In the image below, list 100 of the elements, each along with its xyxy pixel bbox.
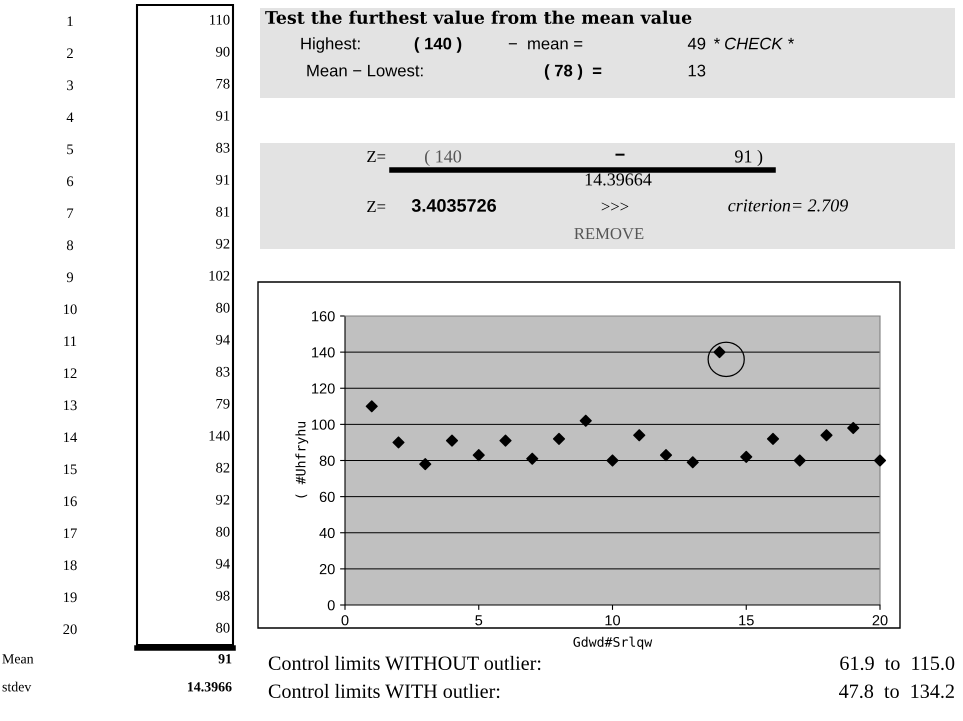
point bbox=[794, 454, 806, 467]
text: 49 bbox=[688, 38, 706, 50]
data-label: 81 bbox=[216, 206, 230, 217]
data-label: 83 bbox=[216, 366, 230, 377]
text: Mean − Lowest: bbox=[307, 64, 423, 76]
text: 13 bbox=[688, 64, 706, 76]
point bbox=[766, 432, 780, 445]
point bbox=[686, 456, 699, 468]
x-tick-label: 15 bbox=[739, 615, 754, 626]
x-axis-title: Gdwd#Srlqw bbox=[573, 636, 652, 650]
x-tick-label: 20 bbox=[872, 615, 888, 626]
data-label: 83 bbox=[216, 142, 230, 153]
y-tick-label: 9 bbox=[66, 272, 74, 282]
point bbox=[847, 422, 860, 434]
text: Control limits WITHOUT outlier: bbox=[268, 656, 540, 670]
data-label: 90 bbox=[216, 46, 230, 57]
data-label: 110 bbox=[210, 14, 230, 25]
y-tick-label: 19 bbox=[64, 592, 77, 602]
y-tick-label: 12 bbox=[64, 368, 76, 378]
point bbox=[740, 450, 752, 463]
data-label: 91 bbox=[216, 110, 230, 121]
x-tick-label: 5 bbox=[475, 615, 482, 626]
y-tick-label: 16 bbox=[64, 496, 77, 506]
y-axis-title: ( #Uhfryhu bbox=[295, 422, 308, 498]
text: Highest: bbox=[301, 37, 360, 53]
text: stdev bbox=[2, 682, 32, 692]
text: 14.39664 bbox=[586, 173, 652, 186]
y-tick-label: 100 bbox=[312, 419, 335, 430]
point bbox=[660, 449, 672, 462]
text: 47.8 to 134.2 bbox=[839, 684, 954, 698]
data-label: 92 bbox=[216, 494, 230, 505]
point bbox=[366, 400, 378, 412]
point bbox=[580, 414, 592, 427]
y-tick-label: 140 bbox=[312, 347, 335, 358]
y-tick-label: 13 bbox=[64, 400, 77, 410]
data-label: 98 bbox=[216, 590, 230, 601]
y-tick-label: 2 bbox=[66, 48, 73, 58]
text: 3.4035726 bbox=[412, 199, 496, 212]
y-tick-label: 80 bbox=[320, 456, 335, 466]
data-label: 80 bbox=[216, 302, 230, 313]
data-label: 91 bbox=[216, 174, 230, 185]
y-tick-label: 10 bbox=[64, 304, 77, 314]
point bbox=[499, 434, 512, 447]
text: Z= bbox=[367, 201, 386, 212]
y-tick-label: 8 bbox=[66, 240, 74, 250]
data-label: 79 bbox=[216, 398, 230, 409]
data-label: 140 bbox=[210, 430, 230, 441]
y-tick-label: 18 bbox=[64, 560, 77, 570]
point bbox=[526, 452, 538, 465]
y-tick-label: 4 bbox=[66, 112, 74, 122]
data-label: 94 bbox=[216, 558, 230, 569]
point bbox=[874, 454, 886, 467]
data-label: 80 bbox=[216, 622, 230, 633]
y-tick-label: 40 bbox=[319, 528, 335, 538]
y-tick-label: 160 bbox=[312, 311, 335, 322]
point bbox=[472, 449, 485, 462]
point bbox=[552, 432, 566, 445]
y-tick-label: 14 bbox=[64, 432, 78, 442]
point bbox=[633, 429, 646, 442]
data-label: 94 bbox=[216, 334, 230, 345]
text: criterion= 2.709 bbox=[728, 199, 848, 212]
y-tick-label: 7 bbox=[67, 208, 74, 218]
data-label: 102 bbox=[210, 270, 230, 281]
text: ( 140 bbox=[424, 150, 462, 166]
y-tick-label: 120 bbox=[312, 383, 335, 394]
text: − bbox=[615, 154, 625, 156]
text: ( 78 ) = bbox=[544, 64, 602, 80]
data-label: 92 bbox=[216, 238, 230, 249]
x-tick-label: 0 bbox=[342, 615, 348, 626]
y-tick-label: 20 bbox=[320, 564, 335, 574]
point bbox=[419, 458, 432, 470]
text: REMOVE bbox=[574, 228, 644, 240]
data-label: 78 bbox=[216, 78, 230, 89]
y-tick-label: 1 bbox=[68, 16, 73, 26]
text: Control limits WITH outlier: bbox=[268, 684, 500, 698]
point bbox=[392, 436, 405, 449]
y-tick-label: 15 bbox=[64, 464, 77, 474]
data-label: 80 bbox=[216, 526, 230, 537]
text: ( 140 ) bbox=[414, 37, 462, 53]
text: 91 ) bbox=[735, 150, 762, 166]
data-label: 82 bbox=[216, 462, 230, 473]
text: Z= bbox=[367, 151, 386, 162]
point bbox=[606, 454, 619, 467]
y-tick-label: 11 bbox=[64, 336, 76, 346]
point bbox=[713, 346, 726, 358]
y-tick-label: 6 bbox=[66, 176, 74, 186]
y-tick-label: 0 bbox=[328, 600, 335, 610]
text: 91 bbox=[218, 654, 232, 664]
text: 14.3966 bbox=[188, 682, 232, 692]
x-tick-label: 10 bbox=[606, 615, 620, 626]
y-tick-label: 17 bbox=[64, 528, 77, 538]
point bbox=[820, 429, 833, 442]
y-tick-label: 20 bbox=[63, 624, 77, 634]
text: Mean bbox=[2, 654, 34, 664]
y-tick-label: 60 bbox=[320, 492, 335, 502]
text: 61.9 to 115.0 bbox=[840, 656, 954, 670]
text: * CHECK * bbox=[714, 38, 794, 50]
point bbox=[446, 434, 458, 447]
y-tick-label: 3 bbox=[67, 80, 74, 90]
text: >>> bbox=[602, 202, 628, 210]
